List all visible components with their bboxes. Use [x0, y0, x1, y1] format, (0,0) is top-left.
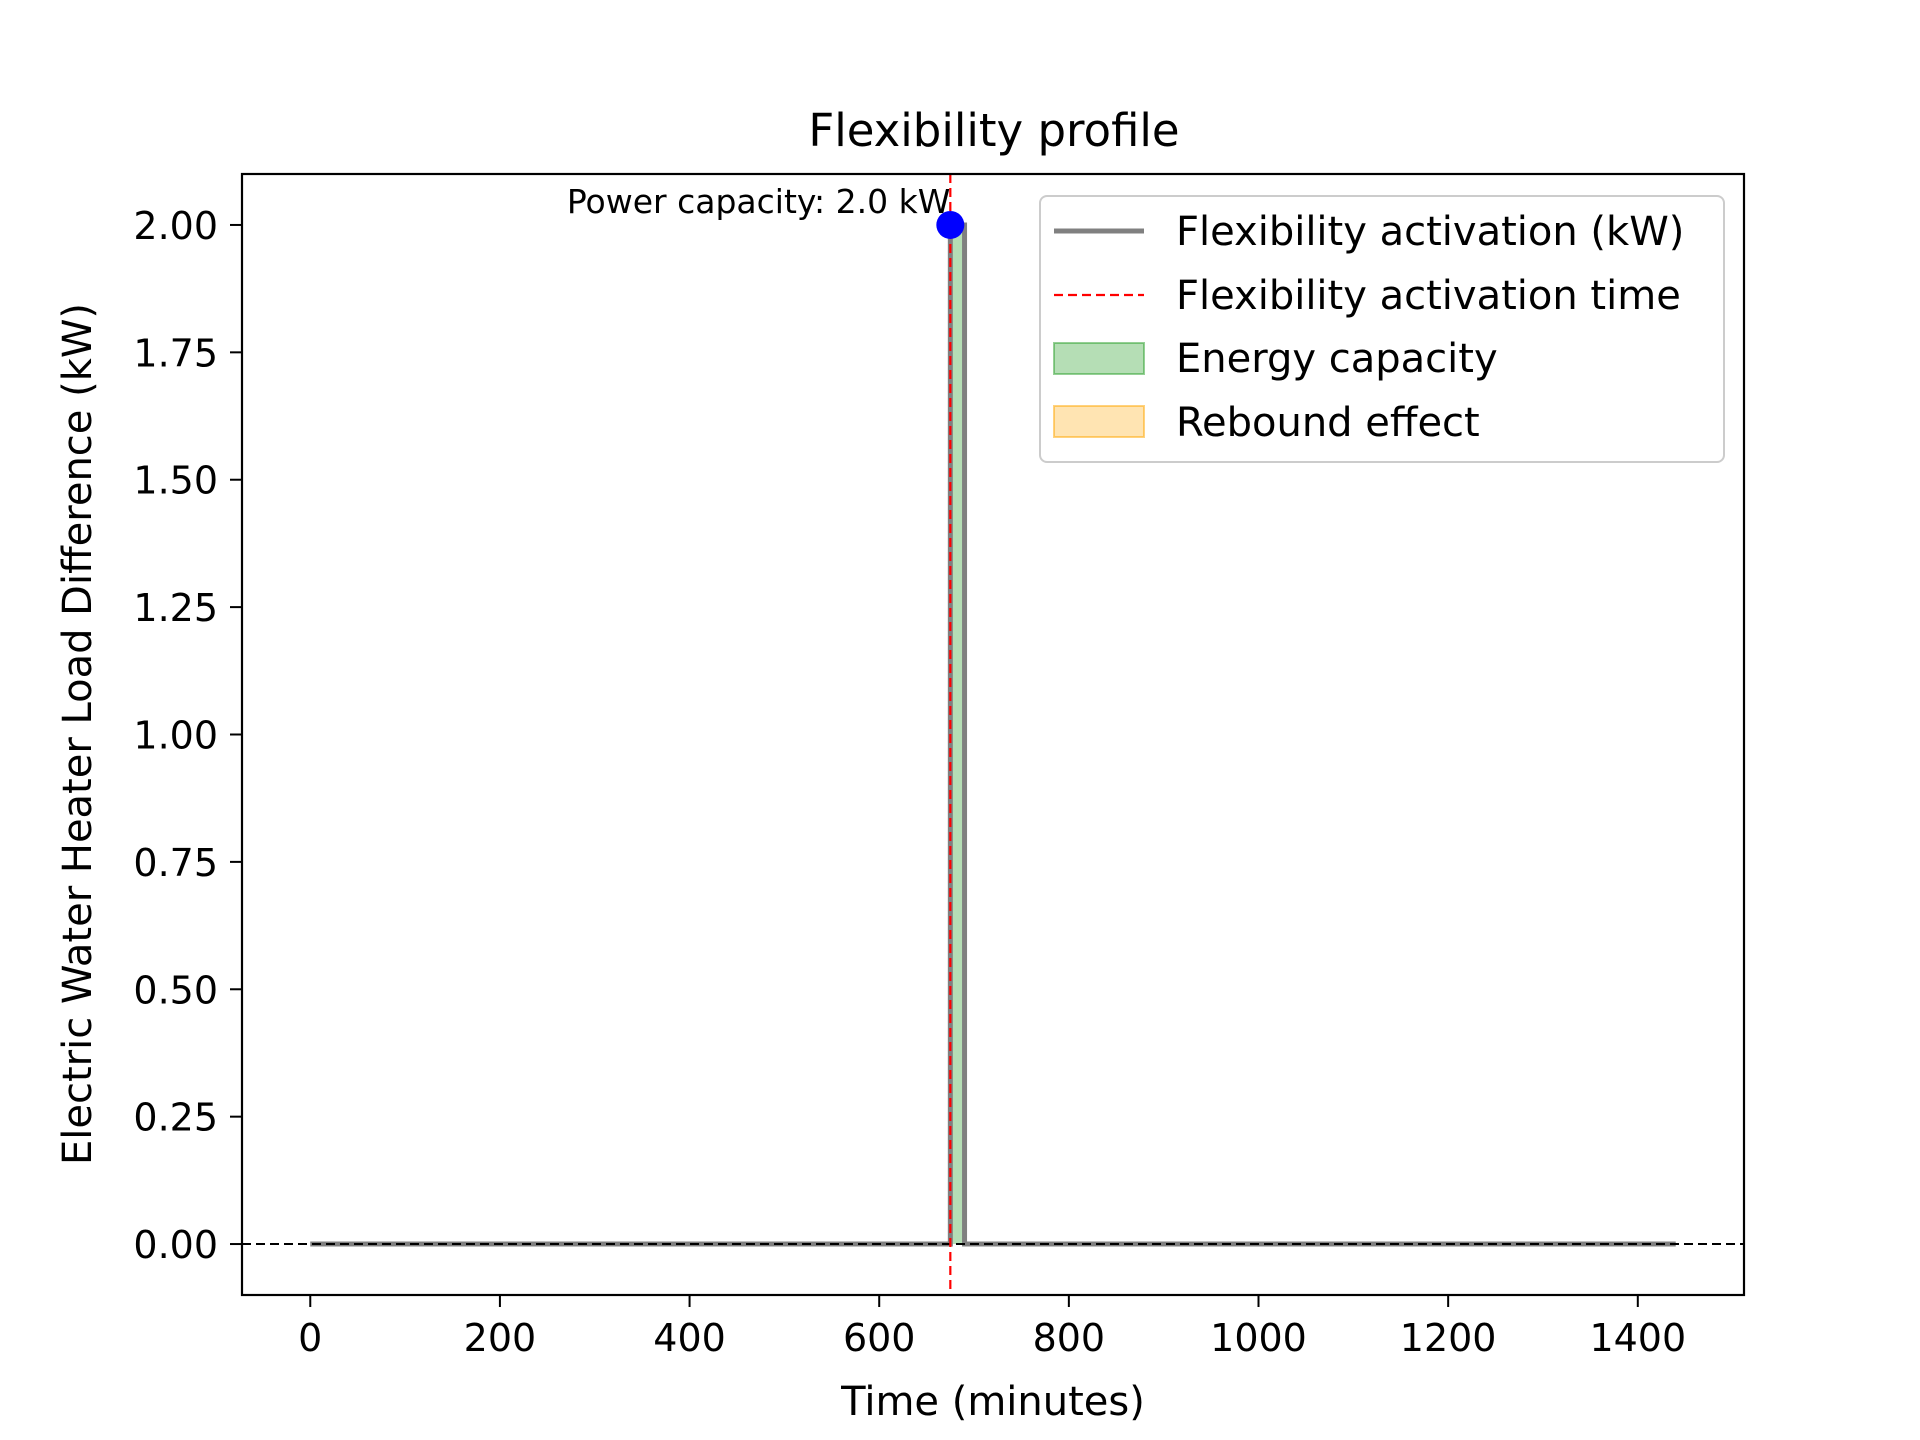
y-tick-label: 0.50	[133, 968, 218, 1012]
x-tick-label: 600	[843, 1316, 916, 1360]
legend-label-energy-capacity: Energy capacity	[1176, 336, 1498, 382]
y-tick-label: 1.00	[133, 714, 218, 758]
power-capacity-marker	[936, 210, 965, 239]
legend-swatch-energy-capacity	[1053, 342, 1145, 375]
x-axis-label: Time (minutes)	[840, 1379, 1145, 1425]
x-tick-label: 1000	[1210, 1316, 1307, 1360]
legend: Flexibility activation (kW) Flexibility …	[1039, 195, 1725, 463]
energy-capacity-area	[950, 224, 965, 1245]
y-tick-label: 0.00	[133, 1223, 218, 1267]
x-tick-label: 200	[464, 1316, 537, 1360]
x-tick-label: 1200	[1400, 1316, 1497, 1360]
legend-label-activation-time: Flexibility activation time	[1176, 273, 1681, 319]
y-tick-label: 1.50	[133, 459, 218, 503]
x-axis-ticks: 0 200 400 600 800 1000 1200 1400	[298, 1295, 1686, 1360]
y-tick-label: 2.00	[133, 204, 218, 248]
chart-title: Flexibility profile	[808, 104, 1179, 157]
y-tick-label: 1.75	[133, 331, 218, 375]
y-axis-ticks: 0.00 0.25 0.50 0.75 1.00 1.25 1.50 1.75 2.00	[133, 204, 242, 1267]
power-capacity-annotation: Power capacity: 2.0 kW	[567, 182, 951, 221]
legend-swatch-rebound-effect	[1053, 405, 1145, 438]
legend-box	[1039, 195, 1725, 463]
x-tick-label: 1400	[1589, 1316, 1686, 1360]
legend-label-rebound-effect: Rebound effect	[1176, 400, 1480, 446]
x-tick-label: 400	[653, 1316, 726, 1360]
data-layer	[242, 174, 1744, 1295]
x-tick-label: 800	[1033, 1316, 1106, 1360]
x-tick-label: 0	[298, 1316, 322, 1360]
y-tick-label: 0.75	[133, 841, 218, 885]
legend-label-activation: Flexibility activation (kW)	[1176, 209, 1684, 255]
y-axis-label: Electric Water Heater Load Difference (k…	[55, 303, 101, 1165]
y-tick-label: 0.25	[133, 1096, 218, 1140]
y-tick-label: 1.25	[133, 586, 218, 630]
